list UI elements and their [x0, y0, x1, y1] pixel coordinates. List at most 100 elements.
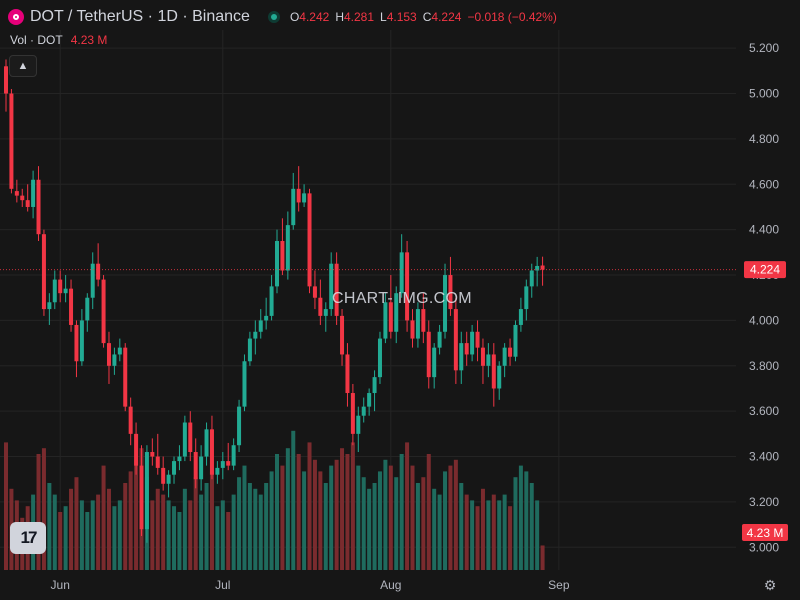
volume-bar [345, 454, 350, 570]
candle-body [502, 347, 507, 366]
volume-bar [96, 494, 101, 570]
candle-body [25, 200, 30, 207]
volume-bar [85, 512, 90, 570]
candle-body [410, 320, 415, 339]
candle-body [226, 461, 231, 466]
price-change: −0.018 (−0.42%) [467, 10, 557, 24]
candle-body [258, 320, 263, 332]
volume-bar [101, 465, 106, 570]
volume-bar [199, 494, 204, 570]
time-tick-label: Jul [215, 578, 230, 592]
volume-bar [535, 500, 540, 570]
candle-body [74, 324, 79, 362]
volume-bar [220, 500, 225, 570]
candle-body [399, 252, 404, 294]
svg-text:4.224: 4.224 [750, 263, 780, 277]
price-tick-label: 5.000 [749, 87, 779, 101]
settings-gear-icon[interactable]: ⚙ [763, 577, 777, 593]
candle-body [182, 422, 187, 457]
candle-body [497, 365, 502, 389]
candle-body [464, 343, 469, 355]
svg-text:4.23 M: 4.23 M [747, 526, 784, 540]
volume-bar [253, 488, 258, 570]
watermark: CHART- IMG.COM [332, 290, 472, 307]
volume-bar [188, 500, 193, 570]
candle-body [302, 193, 307, 203]
volume-bar [193, 477, 198, 570]
candle-body [296, 188, 301, 203]
volume-bar [58, 512, 63, 570]
volume-bar [177, 512, 182, 570]
volume-bar [237, 477, 242, 570]
candle-body [166, 474, 171, 484]
volume-bar [399, 454, 404, 570]
volume-bar [161, 494, 166, 570]
time-axis[interactable]: Jun Jul Aug Sep [51, 578, 570, 592]
volume-bar [155, 488, 160, 570]
candle-body [437, 331, 442, 348]
volume-bar [247, 483, 252, 570]
candle-body [117, 347, 122, 355]
candle-body [426, 331, 431, 378]
tradingview-logo-icon[interactable]: 17 [10, 522, 46, 554]
time-tick-label: Jun [51, 578, 70, 592]
candle-body [307, 193, 312, 287]
candle-body [535, 265, 540, 271]
price-axis[interactable]: 5.2005.0004.8004.6004.4004.2004.0003.800… [749, 41, 779, 554]
volume-bar [128, 471, 133, 570]
symbol-header: DOT / TetherUS · 1D · Binance O4.242 H4.… [8, 6, 557, 28]
candle-body [491, 354, 496, 389]
price-tick-label: 4.800 [749, 132, 779, 146]
candle-body [150, 452, 155, 457]
volume-bar [47, 483, 52, 570]
candle-body [508, 347, 513, 357]
candle-body [123, 347, 128, 407]
volume-bar [307, 442, 312, 570]
volume-bar [79, 500, 84, 570]
volume-bar [367, 488, 372, 570]
volume-bar [302, 471, 307, 570]
volume-bar [459, 483, 464, 570]
last-price-badge: 4.224 [744, 261, 786, 279]
candle-body [199, 456, 204, 480]
candle-body [204, 429, 209, 457]
volume-bar [432, 488, 437, 570]
volume-bar [280, 465, 285, 570]
live-status-icon [267, 11, 280, 23]
collapse-legend-button[interactable]: ▲ [9, 55, 37, 77]
candle-body [134, 433, 139, 466]
candle-body [470, 331, 475, 355]
volume-bar [258, 494, 263, 570]
candle-body [475, 331, 480, 348]
candle-body [480, 347, 485, 366]
volume-bar [334, 459, 339, 570]
volume-bar [204, 483, 209, 570]
symbol-title[interactable]: DOT / TetherUS · 1D · Binance [30, 8, 250, 25]
candle-body [443, 275, 448, 332]
volume-bar [518, 465, 523, 570]
candle-body [52, 279, 57, 303]
price-tick-label: 5.200 [749, 41, 779, 55]
candle-body [291, 188, 296, 226]
volume-bar [318, 471, 323, 570]
volume-bar [497, 500, 502, 570]
candle-body [79, 320, 84, 362]
candle-body [453, 309, 458, 371]
candle-body [31, 179, 36, 207]
volume-bar [410, 465, 415, 570]
volume-bar [502, 494, 507, 570]
volume-bar [117, 500, 122, 570]
candle-body [329, 263, 334, 310]
candle-body [275, 241, 279, 287]
collapse-chevron-icon: ▲ [17, 60, 29, 72]
candle-body [318, 297, 323, 316]
candlesticks [4, 59, 545, 543]
volume-bar [36, 454, 41, 570]
volume-bar [486, 500, 491, 570]
price-tick-label: 3.600 [749, 404, 779, 418]
candle-body [459, 343, 464, 371]
volume-bar [231, 494, 236, 570]
candle-body [486, 354, 491, 366]
volume-bar [437, 494, 442, 570]
